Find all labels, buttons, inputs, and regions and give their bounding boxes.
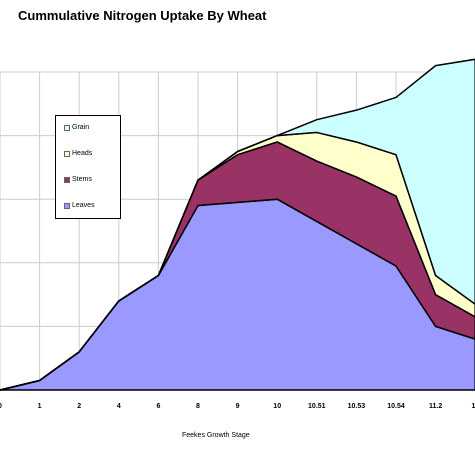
x-tick-label: 10.54 bbox=[387, 403, 405, 410]
legend-label: Grain bbox=[72, 124, 90, 131]
x-tick-label: 8 bbox=[196, 403, 200, 410]
legend-swatch bbox=[64, 202, 70, 209]
chart-title: Cummulative Nitrogen Uptake By Wheat bbox=[18, 8, 267, 23]
x-tick-label: 9 bbox=[236, 403, 240, 410]
legend-label: Heads bbox=[72, 150, 93, 157]
series-area-grain bbox=[0, 58, 475, 391]
x-tick-label: 10 bbox=[273, 403, 281, 410]
x-tick-label: 10.53 bbox=[348, 403, 366, 410]
area-series-layer bbox=[0, 58, 475, 391]
x-tick-label: 0 bbox=[0, 403, 2, 410]
legend-swatch bbox=[64, 176, 70, 183]
x-tick-labels: 0 1 2 4 6 8 9 10 10.51 10.53 10.54 11.2 11 bbox=[0, 403, 475, 410]
x-tick-label: 10.51 bbox=[308, 403, 326, 410]
legend-item-stems: Stems bbox=[64, 176, 92, 183]
x-axis-label: Feekes Growth Stage bbox=[182, 432, 250, 439]
legend-item-leaves: Leaves bbox=[64, 202, 95, 209]
legend-swatch bbox=[64, 124, 70, 131]
legend: Grain Heads Stems Leaves bbox=[55, 115, 121, 219]
legend-label: Leaves bbox=[72, 202, 95, 209]
x-tick-label: 2 bbox=[77, 403, 81, 410]
x-tick-label: 11.2 bbox=[429, 403, 442, 410]
x-tick-label: 1 bbox=[38, 403, 42, 410]
legend-swatch bbox=[64, 150, 70, 157]
legend-item-heads: Heads bbox=[64, 150, 92, 157]
legend-item-grain: Grain bbox=[64, 124, 89, 131]
x-tick-label: 6 bbox=[156, 403, 160, 410]
legend-label: Stems bbox=[72, 176, 92, 183]
x-tick-label: 4 bbox=[117, 403, 121, 410]
x-tick-label: 11 bbox=[471, 403, 475, 410]
